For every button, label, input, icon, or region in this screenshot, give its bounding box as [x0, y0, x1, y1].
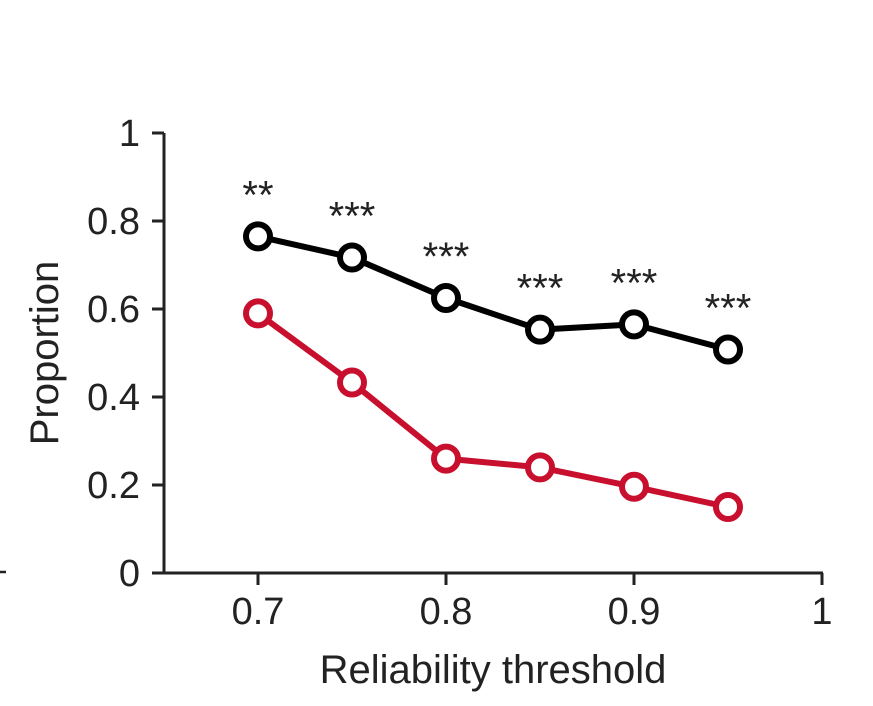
x-axis-label: Reliability threshold: [320, 648, 667, 692]
y-tick-label: 1: [119, 113, 140, 155]
significance-label: ***: [611, 261, 658, 305]
x-tick-label: 1: [811, 591, 832, 633]
series-1-point: [431, 283, 461, 313]
series-2-point: [431, 443, 461, 474]
series-1-point: [619, 309, 649, 340]
x-tick-label: 0.7: [232, 591, 285, 633]
significance-label: ***: [517, 267, 564, 311]
series-group: [243, 221, 743, 522]
series-1-point: [525, 314, 555, 345]
y-tick-label: 0.2: [87, 465, 140, 507]
significance-label: **: [242, 173, 273, 217]
series-1-point: [243, 221, 273, 252]
series-2-line: [255, 310, 731, 510]
series-2-point: [525, 452, 555, 483]
series-2-point: [713, 492, 743, 522]
axes: 0 0.2 0.4 0.6 0.8 1 0.7 0.8 0.9 1: [87, 113, 832, 633]
series-2-point: [619, 471, 649, 502]
series-2-point: [243, 298, 273, 329]
series-1-line: [255, 233, 731, 353]
x-tick-label: 0.8: [420, 591, 473, 633]
series-1-point: [337, 242, 367, 273]
significance-label: ***: [705, 286, 752, 330]
x-tick-label: 0.9: [608, 591, 661, 633]
significance-label: ***: [423, 235, 470, 279]
series-2-point: [337, 367, 367, 398]
y-tick-label: 0.6: [87, 289, 140, 331]
significance-label: ***: [329, 195, 376, 239]
series-1-point: [713, 334, 743, 365]
y-tick-label: 0.8: [87, 201, 140, 243]
significance-annotations: ** ********* ******: [242, 173, 751, 330]
y-tick-label: 0: [119, 553, 140, 595]
y-axis-label: Proportion: [23, 261, 67, 446]
y-tick-label: 0.4: [87, 377, 140, 419]
